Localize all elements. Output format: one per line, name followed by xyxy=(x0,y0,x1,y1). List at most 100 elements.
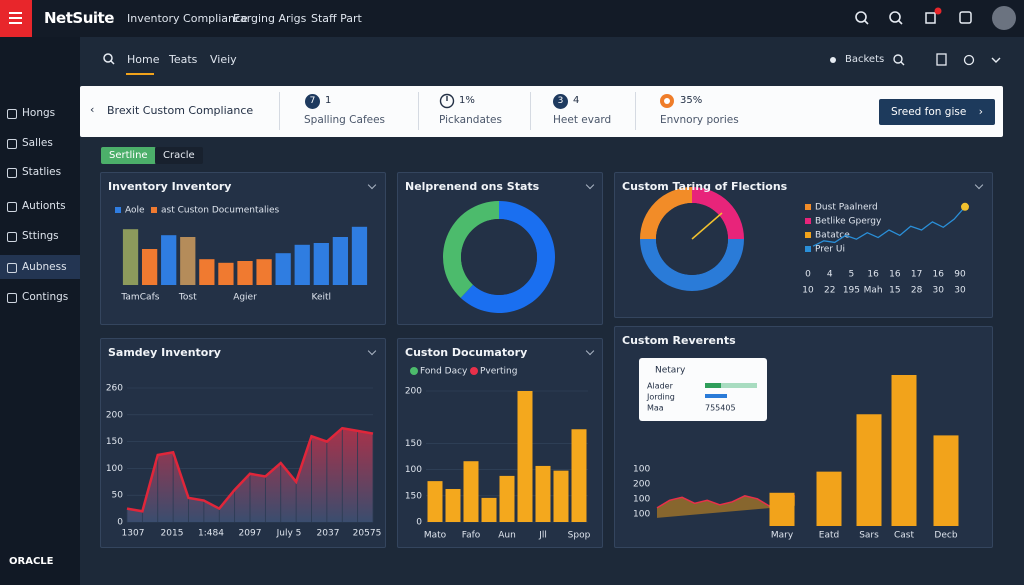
tab-indicator xyxy=(126,73,154,75)
nav-link[interactable]: Staff Part xyxy=(311,12,362,25)
tooltip-bar xyxy=(705,383,721,388)
x-tick-label: 195 xyxy=(843,286,860,296)
footer-logo: ORACLE xyxy=(9,556,54,567)
bar xyxy=(499,475,515,522)
avatar[interactable] xyxy=(992,6,1016,30)
legend-label: ast Custon Documentalies xyxy=(161,206,280,216)
tab[interactable]: Home xyxy=(127,53,160,66)
bar xyxy=(313,243,329,285)
sidebar-item[interactable]: Hongs xyxy=(0,101,80,125)
stat-icon xyxy=(439,93,455,109)
x-tick-label: Mary xyxy=(771,531,794,541)
sidebar-item[interactable]: Contings xyxy=(0,285,80,309)
y-tick-label: 50 xyxy=(112,491,124,501)
sidebar-item[interactable]: Autionts xyxy=(0,194,80,218)
tooltip-bar xyxy=(705,394,727,398)
search-icon[interactable] xyxy=(102,52,116,66)
x-tick-label: Cafs xyxy=(140,293,160,303)
x-tick-label: 10 xyxy=(802,286,814,296)
info-bar: ‹ Brexit Custom Compliance 7 1 Spalling … xyxy=(80,86,1003,137)
panel-title: Custom Reverents xyxy=(622,334,736,347)
settings-icon[interactable] xyxy=(959,11,972,24)
search-icon[interactable] xyxy=(889,11,901,23)
search-icon[interactable] xyxy=(855,11,867,23)
filter-chip[interactable]: Cracle xyxy=(155,147,203,164)
subnav-icons xyxy=(830,53,1001,66)
logo[interactable]: NetSuite xyxy=(44,9,114,27)
needle xyxy=(691,212,723,240)
filter-chip[interactable]: Sertline xyxy=(101,147,156,164)
legend-swatch xyxy=(805,218,811,224)
info-title: Brexit Custom Compliance xyxy=(107,104,254,117)
x-tick-label: 16 xyxy=(889,270,901,280)
notification-icon[interactable] xyxy=(925,12,936,24)
y-tick-label: 0 xyxy=(416,518,422,528)
sidebar-item[interactable]: Salles xyxy=(0,131,80,155)
tooltip-bar xyxy=(705,383,757,388)
x-tick-label: Mato xyxy=(424,531,447,541)
x-tick-label: Mah xyxy=(864,286,883,296)
bar xyxy=(161,235,177,285)
chart: Dust Paalnerd Betlike Gpergy Batatce Prer U… xyxy=(640,187,969,296)
y-tick-label: 200 xyxy=(106,410,123,420)
nav-link[interactable]: Inventory Compliance xyxy=(127,12,248,25)
x-tick-label: 1307 xyxy=(122,529,145,539)
legend-swatch xyxy=(151,207,157,213)
primary-button[interactable]: Sreed fon gise › xyxy=(879,99,995,125)
panel-title: Custom Taring of Flections xyxy=(622,180,788,193)
bar xyxy=(237,261,253,285)
bar xyxy=(218,262,234,285)
stat-value: 1% xyxy=(459,95,475,106)
donut-slice xyxy=(443,201,499,298)
bar xyxy=(332,237,349,285)
tooltip-row: Maa xyxy=(647,404,664,413)
sidebar-item[interactable]: Aubness xyxy=(0,255,80,279)
bar xyxy=(816,471,842,526)
x-tick-label: 30 xyxy=(933,286,945,296)
bar xyxy=(256,259,272,285)
sidebar-item[interactable]: Statlies xyxy=(0,160,80,184)
stat-value: 1 xyxy=(325,95,332,106)
back-arrow[interactable]: ‹ xyxy=(90,103,95,116)
stat-badge: 7 xyxy=(305,94,320,109)
x-tick-label: 90 xyxy=(954,270,966,280)
subnav-link[interactable]: Backets xyxy=(845,54,885,65)
x-tick-label: Sars xyxy=(859,531,879,541)
y-label: 100 xyxy=(633,495,650,505)
x-tick-label: 16 xyxy=(867,270,879,280)
bar xyxy=(481,497,497,522)
donut-slice xyxy=(460,201,555,313)
divider xyxy=(279,92,280,130)
legend-swatch xyxy=(410,367,418,375)
bar xyxy=(199,259,215,285)
menu-button[interactable] xyxy=(0,0,32,37)
divider xyxy=(418,92,419,130)
donut-slice xyxy=(640,187,692,239)
bar xyxy=(891,375,917,526)
legend-label: Pverting xyxy=(480,367,517,377)
bar xyxy=(553,470,569,522)
bar xyxy=(856,414,882,526)
x-tick-label: 28 xyxy=(911,286,923,296)
stat-label: Envnory pories xyxy=(660,114,739,126)
donut-slice xyxy=(640,239,744,291)
legend-swatch xyxy=(470,367,478,375)
chart xyxy=(443,201,555,313)
tab[interactable]: Vieiy xyxy=(210,53,237,66)
x-tick-label: 2015 xyxy=(161,529,184,539)
x-tick-label: Keitl xyxy=(312,293,332,303)
chart: Aole ast Custon Documentalies Tam Cafs Tost A… xyxy=(115,206,368,303)
label: Sttings xyxy=(22,230,59,242)
sidebar-item[interactable]: Sttings xyxy=(0,224,80,248)
bar xyxy=(275,253,291,285)
line xyxy=(812,206,966,247)
line xyxy=(126,426,374,513)
tab[interactable]: Teats xyxy=(169,53,198,66)
y-tick-label: 100 xyxy=(106,464,123,474)
nav-link[interactable]: Earging Arigs xyxy=(233,12,307,25)
legend-swatch xyxy=(805,232,811,238)
bar xyxy=(769,492,795,526)
x-tick-label: 30 xyxy=(954,286,966,296)
stat-value: 4 xyxy=(573,95,580,106)
panel: Fond Dacy Pverting 200 150 100 150 0 Mato Fafo Au… xyxy=(397,338,603,548)
